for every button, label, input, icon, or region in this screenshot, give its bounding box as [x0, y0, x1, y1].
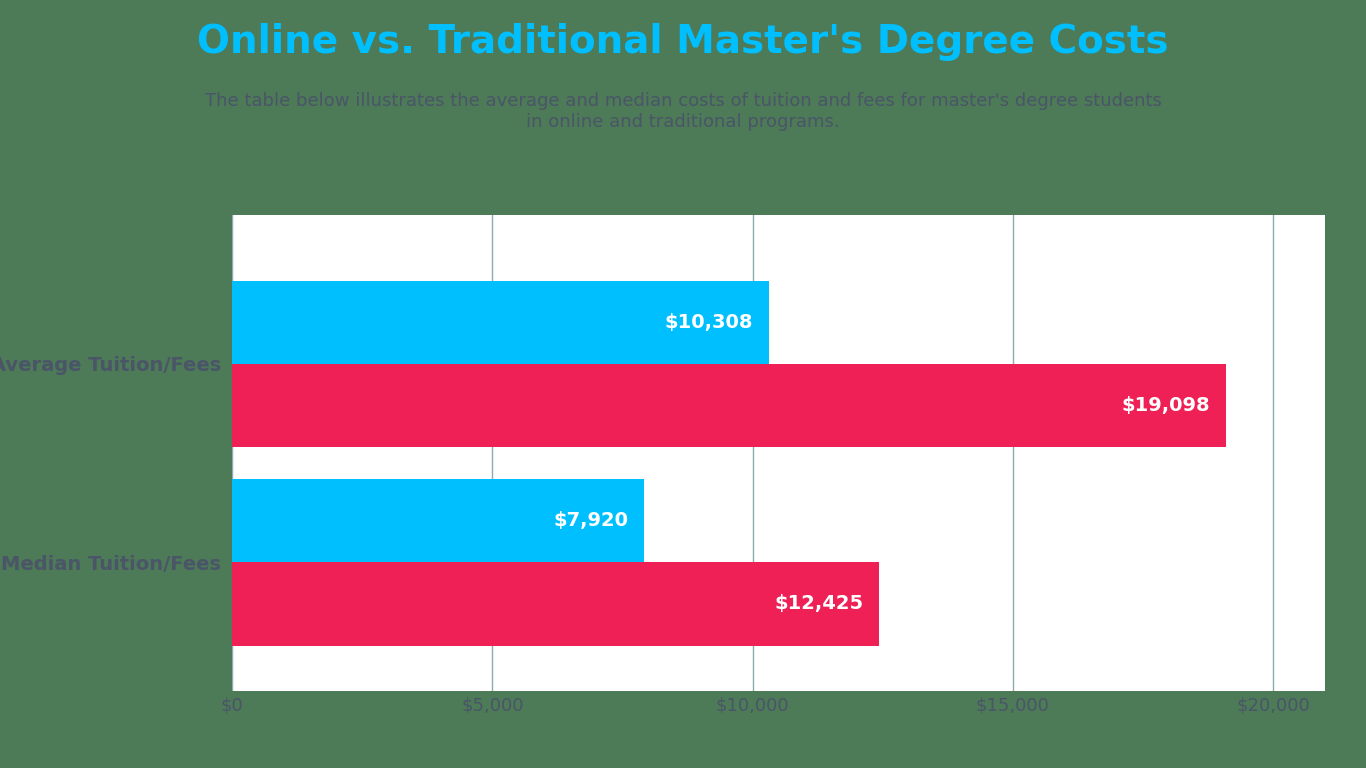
Text: $10,308: $10,308 [664, 313, 753, 332]
Text: $7,920: $7,920 [553, 511, 628, 530]
Text: $12,425: $12,425 [775, 594, 863, 614]
Text: $19,098: $19,098 [1121, 396, 1210, 415]
Bar [232, 280, 769, 364]
Bar [232, 364, 1227, 447]
Bar [232, 562, 878, 646]
Bar [232, 479, 645, 562]
Text: The table below illustrates the average and median costs of tuition and fees for: The table below illustrates the average … [205, 92, 1161, 131]
Text: Online vs. Traditional Master's Degree Costs: Online vs. Traditional Master's Degree C… [197, 23, 1169, 61]
